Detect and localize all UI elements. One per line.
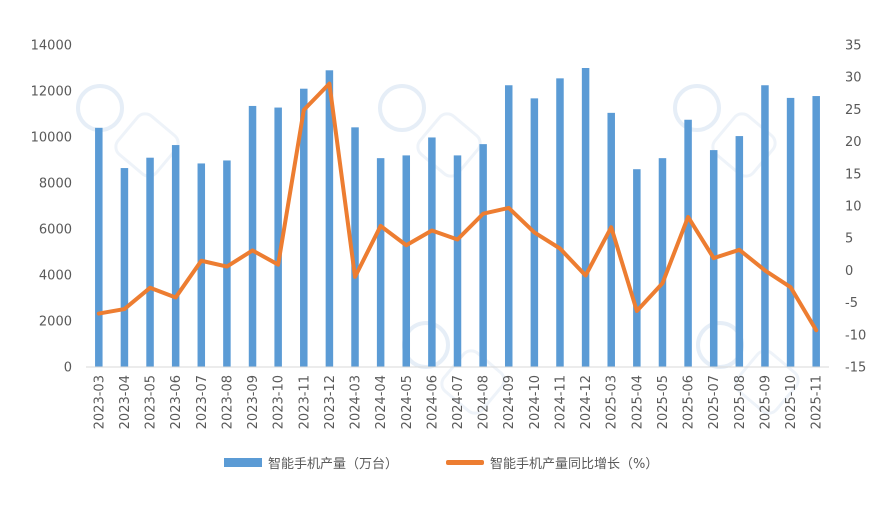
y2-tick-label: 35 [845,39,862,54]
watermark-mark [416,112,482,178]
watermark-layer [76,84,800,415]
y-tick-label: 10000 [31,131,72,146]
y-tick-label: 4000 [39,269,72,284]
bar [581,68,590,367]
watermark-mark [402,321,450,369]
bar [761,85,769,367]
y-tick-label: 12000 [31,85,72,100]
bar [479,144,487,367]
bar [376,158,385,367]
watermark-mark [673,84,721,132]
x-tick-label: 2025-08 [733,375,748,429]
bar [786,97,795,368]
y2-tick-label: 15 [845,167,862,182]
x-tick-label: 2023-07 [195,375,210,429]
bar [120,168,129,367]
x-tick-label: 2025-11 [810,375,825,429]
y-tick-label: 2000 [39,315,72,330]
x-tick-label: 2023-08 [220,375,235,429]
bar [633,169,641,367]
x-tick-label: 2023-06 [169,375,184,429]
bar [402,155,411,367]
x-tick-label: 2025-04 [630,375,645,429]
watermark-mark [734,349,800,415]
y-tick-label: 6000 [39,223,72,238]
x-tick-label: 2025-06 [682,375,697,429]
bar [223,160,231,367]
x-tick-label: 2023-12 [323,375,338,429]
x-tick-label: 2024-04 [374,375,389,429]
watermark-mark [114,112,180,178]
bar [607,112,615,367]
x-tick-label: 2024-08 [477,375,492,429]
x-tick-label: 2023-09 [246,375,261,429]
line-series [96,81,819,333]
x-tick-label: 2025-05 [656,375,671,429]
bar [684,119,692,367]
x-tick-label: 2024-03 [349,375,364,429]
bar [325,70,334,368]
legend-label-growth: 智能手机产量同比增长（%） [490,457,659,472]
legend-line-swatch [446,460,484,465]
bar [171,145,180,367]
bar [453,155,462,367]
x-tick-label: 2025-07 [707,375,722,429]
bar [351,127,359,367]
watermark-mark [378,84,426,132]
x-axis: 2023-03 2023-04 2023-05 2023-06 2023-07 2023-… [92,375,824,429]
bar [248,105,257,367]
x-tick-label: 2025-09 [758,375,773,429]
y-tick-label: 14000 [31,39,72,54]
bar [300,88,308,367]
x-tick-label: 2023-03 [92,375,107,429]
x-tick-label: 2023-05 [144,375,159,429]
x-tick-label: 2024-09 [502,375,517,429]
y2-tick-label: 10 [845,200,862,215]
y2-tick-label: 0 [845,264,853,279]
y-axis-right: -15 -10 -5 0 5 10 15 20 25 30 35 [845,39,866,376]
x-tick-label: 2024-05 [400,375,415,429]
x-tick-label: 2023-11 [297,375,312,429]
x-tick-label: 2024-06 [425,375,440,429]
bar [658,158,667,367]
bar [428,137,436,367]
x-tick-label: 2025-10 [784,375,799,429]
y2-tick-label: 5 [845,232,853,247]
bar [146,157,154,367]
y2-tick-label: 25 [845,103,862,118]
legend-label-production: 智能手机产量（万台） [268,457,399,472]
y2-tick-label: -15 [845,361,866,376]
bar [197,163,206,367]
bar [556,78,564,367]
x-tick-label: 2024-12 [579,375,594,429]
bar-series [95,68,820,368]
legend: 智能手机产量（万台） 智能手机产量同比增长（%） [0,453,891,475]
watermark-mark [76,84,124,132]
bar [95,127,103,367]
y-tick-label: 0 [64,361,72,376]
y2-tick-label: 30 [845,71,862,86]
y2-tick-label: 20 [845,135,862,150]
y2-tick-label: -5 [845,296,858,311]
watermark-mark [696,321,744,369]
y2-tick-label: -10 [845,328,866,343]
legend-item-growth: 智能手机产量同比增长（%） [446,453,658,472]
x-tick-label: 2024-07 [451,375,466,429]
x-tick-label: 2023-04 [118,375,133,429]
legend-item-production: 智能手机产量（万台） [224,453,398,472]
legend-bar-swatch [224,458,262,467]
bar [504,85,513,367]
bar [812,96,820,367]
watermark-mark [440,349,506,415]
x-tick-label: 2025-03 [605,375,620,429]
bar [274,107,282,367]
y-tick-label: 8000 [39,177,72,192]
x-tick-label: 2024-11 [553,375,568,429]
x-tick-label: 2023-10 [272,375,287,429]
y-axis-left: 0 2000 4000 6000 8000 10000 12000 14000 [31,39,72,376]
x-tick-label: 2024-10 [528,375,543,429]
